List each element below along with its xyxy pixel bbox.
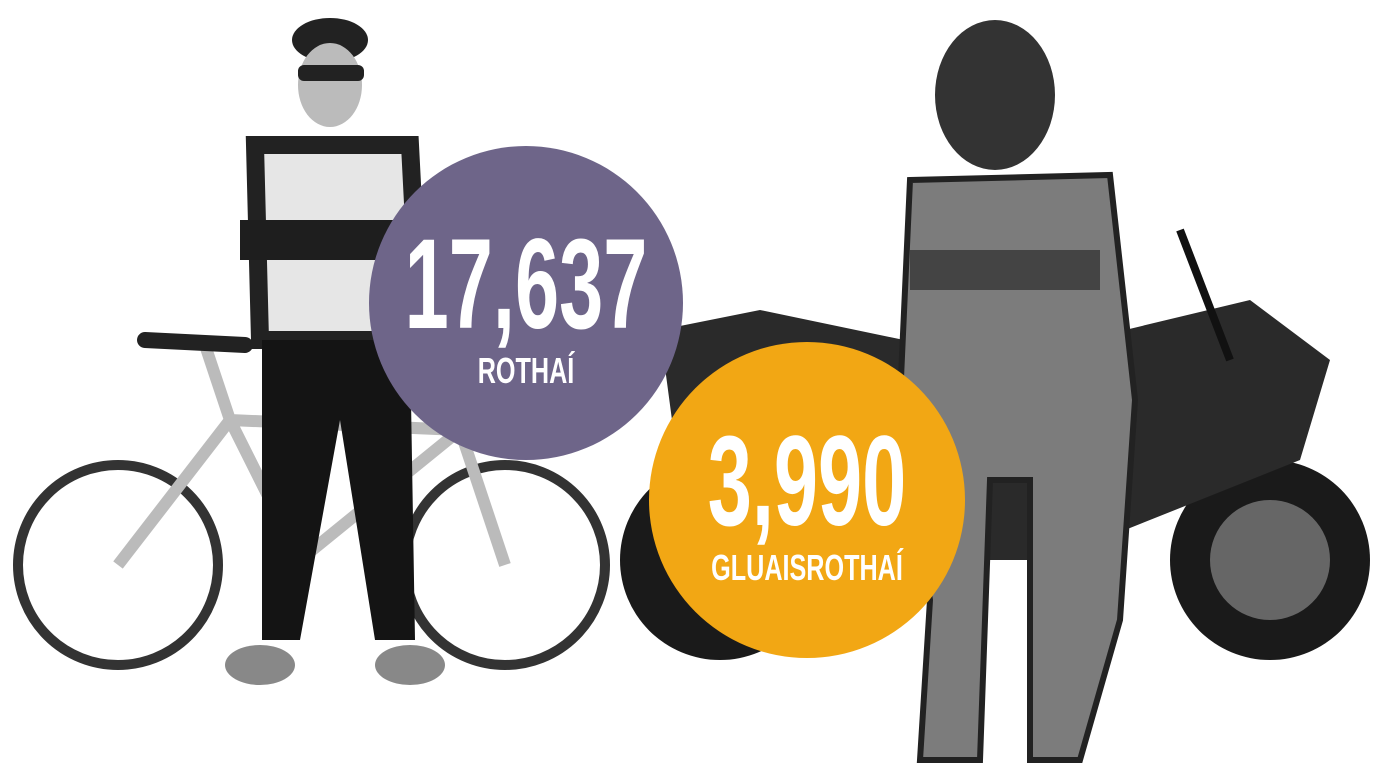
stat-label: GLUAISROTHAÍ <box>711 548 904 589</box>
stat-circle <box>649 342 965 658</box>
motorcyclist <box>896 20 1139 763</box>
stat-value: 17,637 <box>405 213 648 356</box>
stat-label: ROTHAÍ <box>478 351 576 392</box>
stat-value: 3,990 <box>708 410 907 553</box>
stat-circle <box>369 146 683 460</box>
